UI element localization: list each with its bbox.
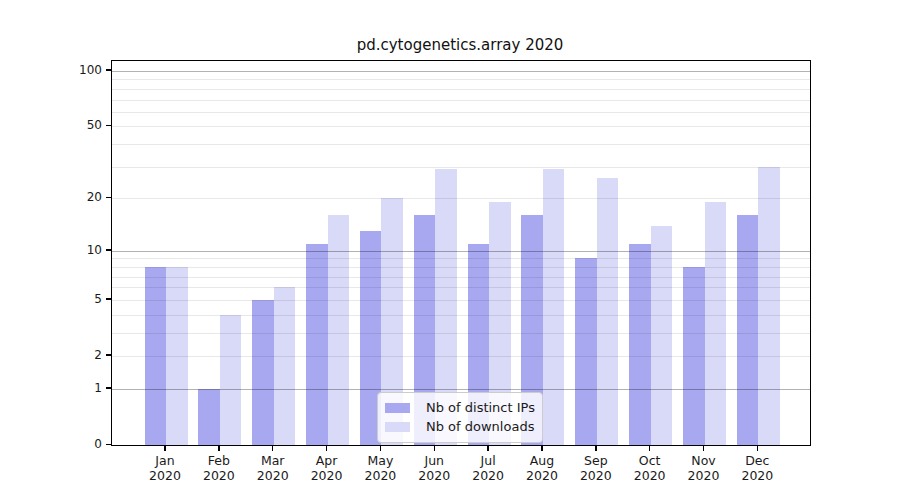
x-tick-mark <box>541 446 543 451</box>
download-stats-chart: pd.cytogenetics.array 2020 0 1 2 5 10 20 50 100… <box>0 0 900 500</box>
gridline-2 <box>112 356 810 357</box>
gridline-10 <box>112 251 810 252</box>
x-tick-mark <box>326 446 328 451</box>
x-tick-mark <box>595 446 597 451</box>
y-tick-label: 1 <box>58 380 102 396</box>
legend: Nb of distinct IPs Nb of downloads <box>377 392 543 443</box>
distinct-ips-swatch-icon <box>385 403 410 413</box>
x-tick-mark <box>164 446 166 451</box>
x-tick-mark <box>757 446 759 451</box>
gridline-1 <box>112 389 810 390</box>
x-tick-mark <box>380 446 382 451</box>
bar-downloads <box>274 287 296 445</box>
gridline-30 <box>112 167 810 168</box>
gridline-9 <box>112 258 810 259</box>
bar-distinct-ips <box>629 244 651 445</box>
y-tick-label: 10 <box>58 242 102 258</box>
gridline-6 <box>112 287 810 288</box>
bar-downloads <box>220 315 242 445</box>
y-tick-mark <box>106 249 111 251</box>
y-tick-label: 50 <box>58 117 102 133</box>
gridline-80 <box>112 89 810 90</box>
gridline-3 <box>112 333 810 334</box>
y-tick-mark <box>106 298 111 300</box>
y-tick-mark <box>106 125 111 127</box>
gridline-20 <box>112 198 810 199</box>
x-tick-mark <box>649 446 651 451</box>
legend-label-downloads: Nb of downloads <box>426 419 534 434</box>
y-tick-label: 2 <box>58 347 102 363</box>
legend-label-distinct-ips: Nb of distinct IPs <box>426 400 535 415</box>
legend-item-distinct-ips: Nb of distinct IPs <box>385 398 534 417</box>
gridline-7 <box>112 277 810 278</box>
bar-distinct-ips <box>198 389 220 445</box>
bar-downloads <box>543 169 565 445</box>
x-tick-mark <box>272 446 274 451</box>
y-tick-mark <box>106 444 111 446</box>
y-tick-label: 5 <box>58 291 102 307</box>
y-tick-label: 0 <box>58 436 102 452</box>
x-tick-mark <box>487 446 489 451</box>
gridline-70 <box>112 100 810 101</box>
downloads-swatch-icon <box>385 422 410 432</box>
bar-distinct-ips <box>252 300 274 445</box>
x-tick-mark <box>218 446 220 451</box>
y-tick-label: 100 <box>58 62 102 78</box>
bar-downloads <box>758 167 780 445</box>
bar-distinct-ips <box>306 244 328 445</box>
x-tick-mark <box>434 446 436 451</box>
x-tick-mark <box>703 446 705 451</box>
chart-title: pd.cytogenetics.array 2020 <box>111 36 809 54</box>
bar-downloads <box>597 178 619 445</box>
gridline-40 <box>112 144 810 145</box>
y-tick-mark <box>106 69 111 71</box>
gridline-4 <box>112 315 810 316</box>
legend-item-downloads: Nb of downloads <box>385 417 534 436</box>
gridline-5 <box>112 300 810 301</box>
gridline-100 <box>112 71 810 72</box>
gridline-90 <box>112 79 810 80</box>
y-tick-label: 20 <box>58 189 102 205</box>
bar-downloads <box>705 202 727 445</box>
x-tick-label: Dec 2020 <box>725 453 789 483</box>
y-tick-mark <box>106 387 111 389</box>
plot-area <box>111 60 811 446</box>
gridline-50 <box>112 126 810 127</box>
y-tick-mark <box>106 197 111 199</box>
gridline-60 <box>112 112 810 113</box>
gridline-8 <box>112 267 810 268</box>
y-tick-mark <box>106 354 111 356</box>
